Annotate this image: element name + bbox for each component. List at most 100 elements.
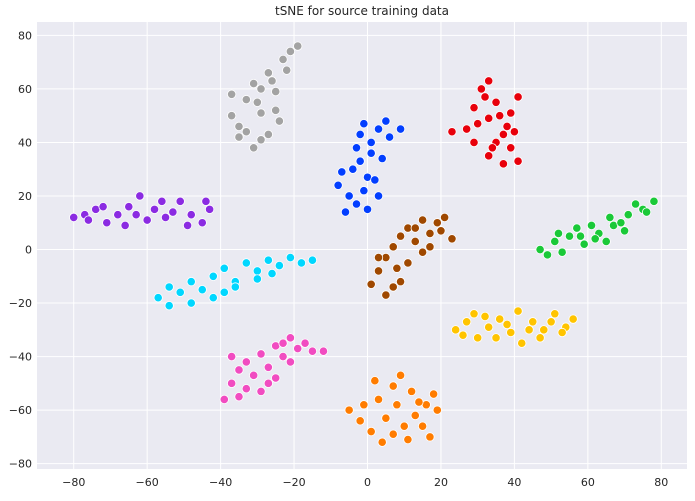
data-point [373, 394, 384, 405]
data-point [285, 333, 295, 343]
data-point [377, 437, 387, 447]
data-point [388, 242, 398, 252]
data-point [586, 220, 597, 231]
data-point [388, 381, 398, 391]
data-point [406, 386, 417, 396]
data-point [362, 204, 373, 214]
data-point [285, 357, 295, 367]
data-point [381, 116, 391, 126]
data-point [506, 143, 516, 153]
y-tick-label: 60 [18, 83, 32, 96]
data-point [227, 89, 237, 99]
y-tick-label: −40 [9, 351, 32, 364]
data-point [451, 325, 461, 335]
data-point [425, 242, 435, 252]
data-point [425, 432, 435, 442]
data-point [234, 365, 244, 375]
data-point [230, 282, 240, 292]
data-point [384, 132, 395, 142]
data-point [366, 426, 376, 437]
data-point [373, 266, 384, 276]
data-point [234, 392, 244, 402]
data-point [366, 137, 376, 148]
points [69, 41, 659, 447]
y-tick-labels: −80 −60 −40 −20 0 20 40 60 80 [9, 29, 32, 470]
y-tick-label: 80 [18, 29, 32, 42]
data-point [168, 207, 178, 217]
data-point [642, 207, 652, 217]
data-point [278, 351, 288, 362]
x-tick-label: 80 [654, 476, 668, 489]
data-point [373, 191, 384, 201]
data-point [102, 218, 112, 228]
data-point [271, 86, 281, 97]
data-point [160, 212, 171, 222]
data-point [153, 293, 163, 303]
data-point [263, 255, 273, 265]
data-point [285, 252, 295, 263]
data-point [542, 250, 553, 260]
data-point [186, 210, 196, 220]
data-point [197, 285, 207, 295]
data-point [249, 370, 259, 380]
data-point [83, 215, 94, 225]
data-point [359, 186, 369, 196]
data-point [410, 223, 420, 233]
x-tick-labels: −80 −60 −40 −20 0 20 40 60 80 [62, 476, 668, 489]
data-point [495, 314, 505, 324]
data-point [498, 129, 508, 140]
data-point [98, 202, 108, 212]
data-point [619, 226, 630, 236]
x-tick-label: 60 [581, 476, 595, 489]
data-point [366, 279, 376, 289]
data-point [440, 212, 450, 222]
data-point [278, 54, 288, 65]
data-point [355, 416, 365, 426]
data-point [539, 325, 549, 335]
data-point [252, 266, 262, 276]
data-point [458, 330, 468, 340]
data-point [285, 46, 295, 57]
data-point [373, 252, 384, 263]
data-point [351, 143, 362, 153]
data-point [234, 132, 244, 142]
data-point [337, 167, 347, 177]
data-point [395, 370, 406, 380]
data-point [197, 218, 207, 228]
data-point [447, 127, 457, 137]
data-point [469, 309, 479, 319]
data-point [403, 258, 413, 268]
data-point [131, 210, 141, 220]
data-point [256, 386, 266, 396]
data-point [436, 226, 446, 236]
data-point [601, 236, 611, 247]
cluster-1 [333, 116, 406, 217]
data-point [373, 124, 384, 134]
data-point [509, 127, 520, 137]
data-point [249, 143, 259, 153]
data-point [491, 97, 501, 107]
data-point [513, 156, 523, 166]
data-point [395, 124, 406, 134]
data-point [480, 311, 490, 322]
y-tick-label: −60 [9, 404, 32, 417]
data-point [417, 215, 428, 225]
data-point [307, 346, 318, 356]
data-point [135, 191, 145, 201]
data-point [425, 228, 435, 239]
data-point [469, 103, 479, 113]
data-point [447, 234, 457, 244]
data-point [417, 421, 428, 431]
data-point [142, 215, 152, 225]
data-point [476, 84, 486, 94]
data-point [550, 236, 560, 247]
cluster-4 [535, 196, 659, 260]
data-point [513, 306, 523, 316]
data-point [546, 317, 556, 327]
data-point [487, 143, 497, 153]
cluster-3 [69, 191, 215, 231]
data-point [271, 373, 281, 383]
data-point [124, 202, 134, 212]
